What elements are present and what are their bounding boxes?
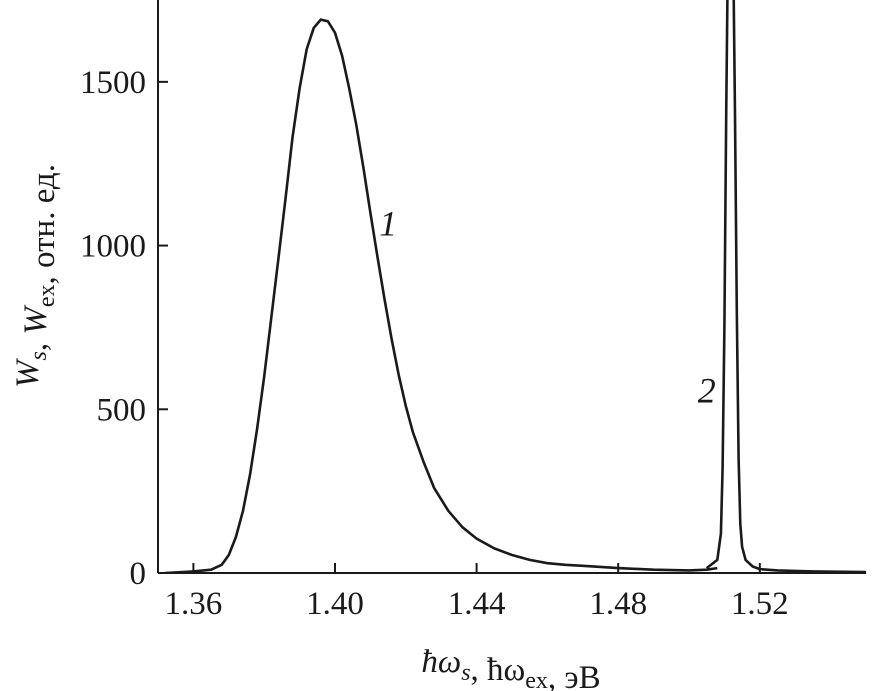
x-axis-title: ħωs, ħωex, эВ — [421, 644, 600, 691]
x-tick-label: 1.44 — [448, 586, 506, 622]
y-tick-label: 1500 — [80, 65, 146, 101]
y-axis-title: Ws, Wex, отн. ед. — [10, 164, 62, 388]
y-tick-label: 0 — [130, 556, 147, 592]
series-line-2 — [705, 0, 866, 574]
y-tick-label: 1000 — [80, 229, 146, 265]
series-label-1: 1 — [379, 204, 397, 244]
x-tick-label: 1.40 — [306, 586, 364, 622]
x-tick-label: 1.52 — [731, 586, 789, 622]
x-tick-label: 1.48 — [589, 586, 647, 622]
x-tick-label: 1.36 — [165, 586, 223, 622]
series-line-1 — [165, 18, 718, 574]
series-layer — [165, 0, 866, 574]
labels-layer: 12 — [379, 204, 716, 411]
y-tick-label: 500 — [97, 392, 147, 428]
series-label-2: 2 — [698, 371, 716, 411]
axes: 1.36 1.40 1.44 1.48 1.52 0 500 1000 1500 — [80, 0, 866, 622]
